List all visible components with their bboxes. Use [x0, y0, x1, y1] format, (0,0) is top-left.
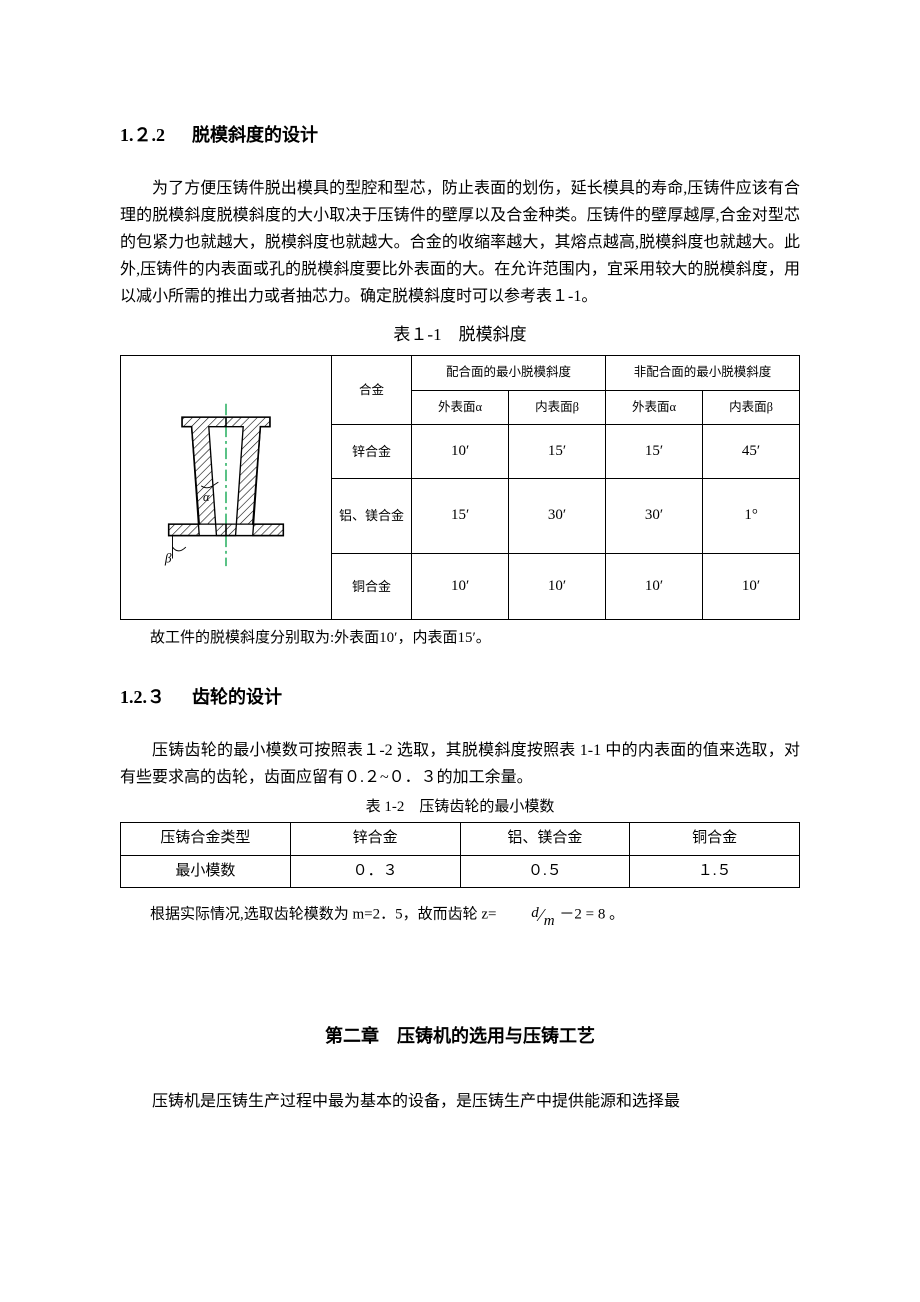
table1-group2: 非配合面的最小脱模斜度: [605, 356, 799, 390]
section-1-2-3-para: 压铸齿轮的最小模数可按照表１-2 选取，其脱模斜度按照表 1-1 中的内表面的值…: [120, 737, 800, 791]
table1-row1-a3: 30′: [605, 479, 702, 554]
formula-line: 根据实际情况,选取齿轮模数为 m=2．5，故而齿轮 z= d⁄m －2 = 8 …: [120, 900, 800, 931]
t2-v1: ０.５: [460, 855, 630, 888]
table1-row0-a3: 15′: [605, 424, 702, 479]
table-1-2: 压铸合金类型 锌合金 铝、镁合金 铜合金 最小模数 ０．３ ０.５ １.５: [120, 822, 800, 888]
table1-row0-a1: 10′: [412, 424, 509, 479]
formula-suffix: －2 = 8 。: [559, 907, 624, 923]
table-1-2-caption: 表 1-2 压铸齿轮的最小模数: [120, 795, 800, 821]
chapter-2-para: 压铸机是压铸生产过程中最为基本的设备，是压铸生产中提供能源和选择最: [120, 1088, 800, 1115]
draft-angle-diagram: α β: [129, 398, 323, 570]
table1-sub-outer-2: 外表面α: [605, 390, 702, 424]
t2-rowlabel: 最小模数: [121, 855, 291, 888]
table1-row2-label: 铜合金: [332, 553, 412, 620]
table1-sub-inner-2: 内表面β: [703, 390, 800, 424]
table1-row0-a2: 15′: [509, 424, 606, 479]
t2-h3: 铜合金: [630, 823, 800, 856]
t2-h0: 压铸合金类型: [121, 823, 291, 856]
table1-row2-a3: 10′: [605, 553, 702, 620]
heading-number-2: 1.2.３: [120, 687, 165, 707]
table1-head-alloy: 合金: [332, 356, 412, 425]
heading-text-2: 齿轮的设计: [192, 687, 282, 707]
table-1-1: α β 合金 配合面的最小脱模斜度 非配合面的最小脱模斜度 外表面α 内表面β …: [120, 355, 800, 620]
frac-denominator: m: [544, 913, 555, 929]
draft-angle-diagram-cell: α β: [121, 356, 332, 620]
table1-row1-a1: 15′: [412, 479, 509, 554]
t2-v2: １.５: [630, 855, 800, 888]
heading-text: 脱模斜度的设计: [192, 125, 318, 145]
chapter-2-heading: 第二章 压铸机的选用与压铸工艺: [120, 1021, 800, 1052]
section-1-2-2-heading: 1.２.2 脱模斜度的设计: [120, 120, 800, 151]
table1-row1-label: 铝、镁合金: [332, 479, 412, 554]
table1-sub-inner-1: 内表面β: [509, 390, 606, 424]
table1-row2-a1: 10′: [412, 553, 509, 620]
table-1-1-caption: 表１-1 脱模斜度: [120, 321, 800, 350]
table1-sub-outer-1: 外表面α: [412, 390, 509, 424]
alpha-label: α: [203, 490, 210, 504]
t2-h1: 锌合金: [290, 823, 460, 856]
table1-row0-a4: 45′: [703, 424, 800, 479]
table1-row2-a4: 10′: [703, 553, 800, 620]
table1-row0-label: 锌合金: [332, 424, 412, 479]
table1-note: 故工件的脱模斜度分别取为:外表面10′，内表面15′。: [120, 626, 800, 652]
t2-h2: 铝、镁合金: [460, 823, 630, 856]
table1-group1: 配合面的最小脱模斜度: [412, 356, 606, 390]
section-1-2-3-heading: 1.2.３ 齿轮的设计: [120, 682, 800, 713]
table1-row1-a4: 1°: [703, 479, 800, 554]
beta-label: β: [164, 550, 172, 565]
table1-row1-a2: 30′: [509, 479, 606, 554]
fraction-d-over-m: d⁄m: [502, 900, 553, 931]
frac-numerator: d: [531, 905, 539, 921]
table1-row2-a2: 10′: [509, 553, 606, 620]
t2-v0: ０．３: [290, 855, 460, 888]
heading-number: 1.２.2: [120, 125, 165, 145]
formula-prefix: 根据实际情况,选取齿轮模数为 m=2．5，故而齿轮 z=: [150, 907, 500, 923]
section-1-2-2-para: 为了方便压铸件脱出模具的型腔和型芯，防止表面的划伤，延长模具的寿命,压铸件应该有…: [120, 175, 800, 311]
